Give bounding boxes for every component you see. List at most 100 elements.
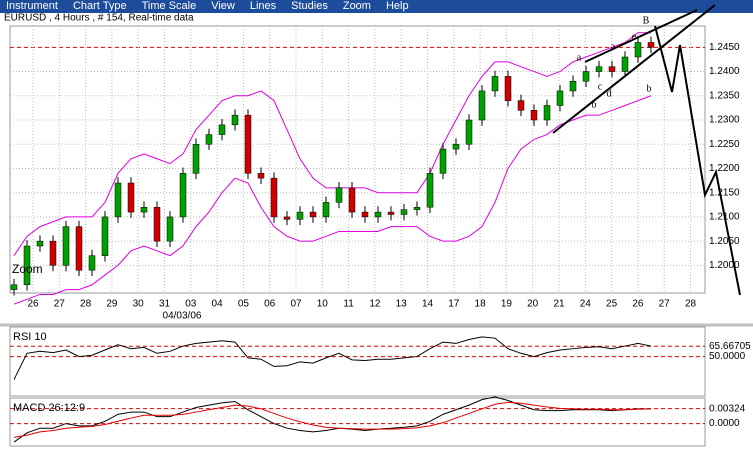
- candle-body: [348, 187, 356, 213]
- candle-body: [218, 124, 226, 135]
- x-tick-label: 20: [527, 299, 539, 310]
- candle-body: [244, 114, 252, 174]
- menu-bar: Instrument Chart Type Time Scale View Lines S…: [0, 0, 753, 13]
- candle-body: [530, 110, 538, 121]
- y-tick-label: 65.66705: [709, 341, 751, 352]
- candle-body: [335, 187, 343, 203]
- price-panel: [9, 25, 706, 294]
- x-tick-label: 27: [54, 299, 66, 310]
- zoom-label: Zoom: [12, 262, 43, 276]
- x-tick-label: 03: [185, 299, 197, 310]
- candle-body: [491, 76, 499, 92]
- y-tick-label: 0.0000: [709, 418, 740, 429]
- candle-body: [114, 182, 122, 218]
- candle-body: [569, 80, 577, 92]
- candle-body: [322, 202, 330, 218]
- candle-body: [192, 143, 200, 174]
- candle-body: [153, 206, 161, 242]
- x-tick-label: 30: [133, 299, 145, 310]
- panel-title: RSI 10: [13, 331, 47, 343]
- candle-body: [387, 211, 395, 215]
- x-tick-label: 19: [501, 299, 513, 310]
- y-tick-label: 1.2000: [709, 260, 740, 271]
- x-tick-label: 27: [659, 299, 671, 310]
- candle-body: [400, 209, 408, 215]
- indicator-line: [13, 401, 652, 438]
- x-tick-label: 04: [212, 299, 224, 310]
- x-tick-label: 07: [290, 299, 302, 310]
- annotation: d: [607, 88, 612, 99]
- menu-item[interactable]: Lines: [249, 0, 277, 12]
- rsi-panel: [9, 326, 706, 397]
- candle-body: [88, 255, 96, 271]
- bollinger-band: [13, 32, 651, 256]
- candle-body: [140, 206, 148, 213]
- y-tick-label: 1.2050: [709, 236, 740, 247]
- projection-line: [654, 25, 741, 296]
- x-tick-label: 21: [553, 299, 565, 310]
- annotation: b: [647, 83, 652, 94]
- x-tick-label: 10: [317, 299, 329, 310]
- candle-body: [621, 56, 629, 72]
- menu-item[interactable]: View: [211, 0, 235, 12]
- date-label: 04/03/06: [163, 311, 202, 322]
- indicator-line: [13, 396, 651, 443]
- candle-body: [374, 211, 382, 218]
- menu-item[interactable]: Instrument: [6, 0, 58, 12]
- annotation: c: [598, 81, 603, 92]
- annotation: a: [611, 41, 616, 52]
- candle-body: [205, 134, 213, 145]
- candle-body: [426, 173, 434, 208]
- candle-body: [10, 284, 18, 290]
- x-tick-label: 29: [106, 299, 118, 310]
- annotation: B: [643, 15, 650, 26]
- x-tick-label: 06: [264, 299, 276, 310]
- candle-body: [608, 66, 616, 72]
- candle-body: [478, 90, 486, 121]
- x-tick-label: 13: [396, 299, 408, 310]
- candle-body: [309, 211, 317, 218]
- x-tick-label: 11: [343, 299, 354, 310]
- candle-body: [166, 216, 174, 242]
- menu-item[interactable]: Time Scale: [141, 0, 197, 12]
- menu-item[interactable]: Zoom: [342, 0, 371, 12]
- candle-body: [413, 206, 421, 210]
- y-tick-label: 1.2150: [709, 187, 740, 198]
- macd-panel: [9, 397, 706, 447]
- candle-body: [270, 177, 278, 218]
- y-tick-label: 1.2450: [709, 42, 740, 53]
- bollinger-band: [13, 95, 652, 305]
- candle-body: [101, 216, 109, 256]
- menu-item[interactable]: Studies: [291, 0, 328, 12]
- x-tick-label: 25: [606, 299, 618, 310]
- y-tick-label: 1.2250: [709, 139, 740, 150]
- candle-body: [283, 216, 291, 220]
- candle-body: [75, 226, 83, 271]
- annotation: a: [577, 52, 582, 63]
- candle-body: [595, 66, 603, 72]
- x-tick-label: 26: [27, 299, 39, 310]
- y-tick-label: 1.2400: [709, 66, 740, 77]
- candle-body: [231, 114, 239, 126]
- y-tick-label: 1.2350: [709, 90, 740, 101]
- indicator-line: [13, 336, 652, 380]
- candle-body: [36, 240, 44, 247]
- y-tick-label: 50.0000: [709, 351, 746, 362]
- candle-body: [634, 42, 642, 58]
- candle-body: [361, 211, 369, 218]
- candle-body: [647, 42, 655, 48]
- candle-body: [517, 100, 525, 111]
- candle-body: [62, 226, 70, 266]
- chart-title: EURUSD , 4 Hours , # 154, Real-time data: [4, 13, 194, 24]
- candle-body: [179, 173, 187, 218]
- menu-item[interactable]: Help: [385, 0, 409, 12]
- y-tick-label: 1.2200: [709, 163, 740, 174]
- menu-item[interactable]: Chart Type: [72, 0, 127, 12]
- trend-line: [584, 9, 698, 63]
- candle-body: [582, 71, 590, 82]
- candle-body: [543, 105, 551, 121]
- x-tick-label: 28: [80, 299, 92, 310]
- candle-body: [452, 143, 460, 150]
